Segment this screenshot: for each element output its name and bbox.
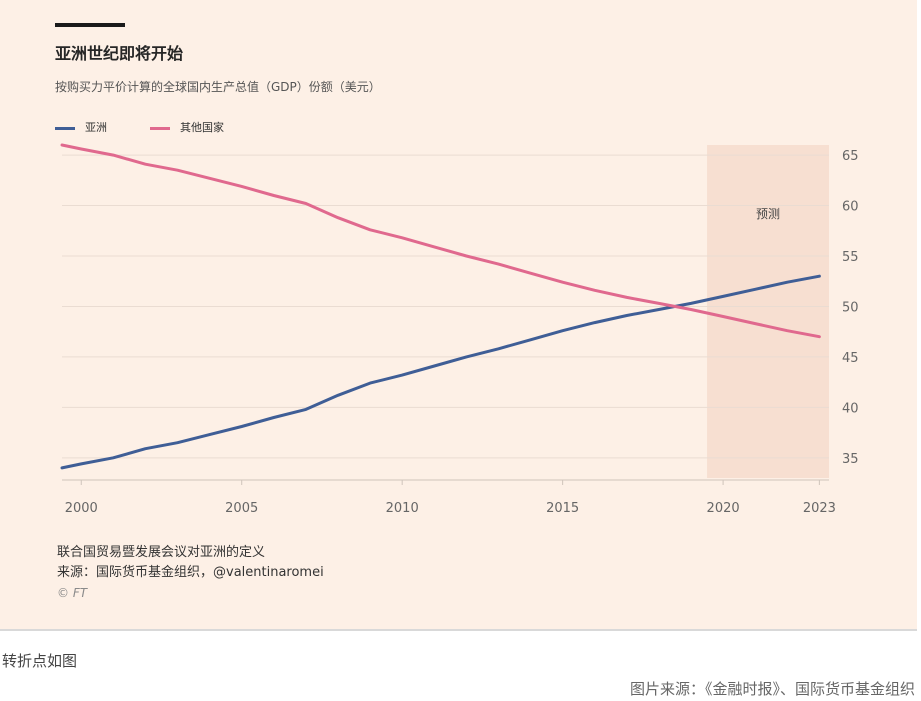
y-tick-label-45: 45 [842, 351, 859, 366]
forecast-band [707, 145, 829, 478]
series-line-asia [60, 274, 821, 470]
legend-swatch-others [150, 126, 170, 130]
legend-label-asia: 亚洲 [85, 121, 107, 134]
title-accent-bar [55, 23, 125, 27]
series-line-others [60, 143, 821, 339]
forecast-label: 预测 [756, 207, 780, 221]
y-tick-label-60: 60 [842, 200, 859, 215]
x-tick-label-2000: 2000 [65, 501, 98, 516]
copyright-ft: © FT [57, 586, 88, 600]
x-tick-label-2023: 2023 [803, 501, 836, 516]
y-tick-label-55: 55 [842, 250, 859, 265]
footnote-source: 来源：国际货币基金组织，@valentinaromei [57, 565, 324, 580]
image-credit: 图片来源：《金融时报》、国际货币基金组织 [629, 680, 915, 698]
chart-subtitle: 按购买力平价计算的全球国内生产总值（GDP）份额（美元） [55, 80, 381, 94]
x-tick-label-2005: 2005 [225, 501, 258, 516]
x-tick-label-2010: 2010 [386, 501, 419, 516]
x-tick-label-2020: 2020 [707, 501, 740, 516]
y-tick-label-35: 35 [842, 452, 859, 467]
legend-label-others: 其他国家 [180, 121, 224, 134]
legend-item-others: 其他国家 [150, 119, 224, 135]
legend-item-asia: 亚洲 [55, 119, 107, 135]
article-caption: 转折点如图 [2, 652, 78, 670]
chart-card: 亚洲世纪即将开始 按购买力平价计算的全球国内生产总值（GDP）份额（美元） 亚洲… [0, 0, 917, 631]
x-tick-label-2015: 2015 [546, 501, 579, 516]
y-tick-label-40: 40 [842, 401, 859, 416]
footnote-definition: 联合国贸易暨发展会议对亚洲的定义 [57, 545, 266, 560]
y-tick-label-50: 50 [842, 300, 859, 315]
chart-title: 亚洲世纪即将开始 [55, 44, 184, 63]
legend-swatch-asia [55, 126, 75, 130]
line-chart: 预测 35 40 45 50 55 60 65 2000 2005 2010 2015 2020 2023 [60, 143, 859, 516]
y-tick-label-65: 65 [842, 149, 859, 164]
